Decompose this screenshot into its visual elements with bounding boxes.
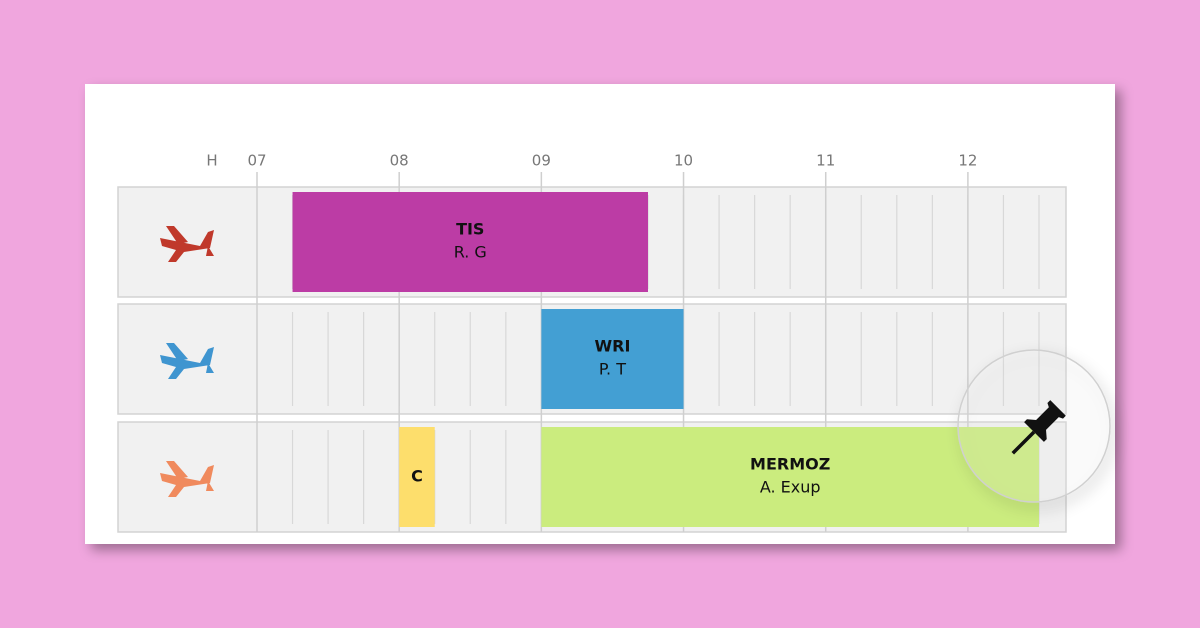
pin-needle bbox=[1011, 430, 1036, 455]
plane-icon bbox=[160, 226, 214, 262]
hour-label: 09 bbox=[532, 152, 551, 170]
task-bar bbox=[541, 427, 1039, 527]
pin-icon bbox=[1011, 400, 1066, 455]
task-sublabel: R. G bbox=[454, 243, 487, 262]
plane-icon bbox=[160, 461, 214, 497]
hour-label: 11 bbox=[816, 152, 835, 170]
plane-icon bbox=[160, 343, 214, 379]
task-label: WRI bbox=[594, 337, 630, 356]
pin-head bbox=[1024, 400, 1066, 442]
task-label: TIS bbox=[456, 220, 484, 239]
row-header: H bbox=[206, 152, 217, 170]
hour-label: 10 bbox=[674, 152, 693, 170]
task-bar bbox=[399, 427, 435, 527]
task-bar bbox=[292, 192, 648, 292]
hour-label: 07 bbox=[247, 152, 266, 170]
task-label: MERMOZ bbox=[750, 455, 830, 474]
hour-label: 12 bbox=[958, 152, 977, 170]
task-sublabel: P. T bbox=[599, 360, 626, 379]
task-sublabel: A. Exup bbox=[760, 478, 821, 497]
task-bar bbox=[541, 309, 684, 409]
hour-label: 08 bbox=[390, 152, 409, 170]
task-label: C bbox=[411, 467, 423, 486]
